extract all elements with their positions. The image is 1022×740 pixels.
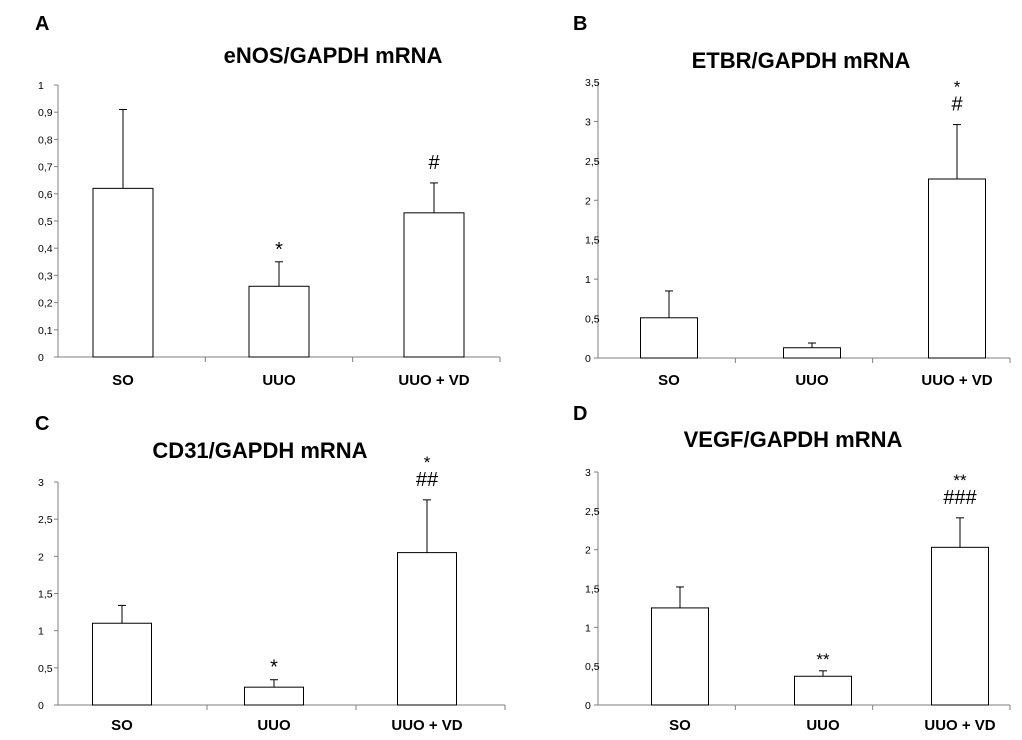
y-tick-label: 0,5 — [585, 661, 600, 673]
significance-annotation: # — [428, 152, 440, 174]
panel-letter: B — [573, 13, 587, 35]
chart-title: CD31/GAPDH mRNA — [152, 438, 367, 463]
y-tick-label: 1 — [38, 626, 44, 638]
chart-panel-b: B ETBR/GAPDH mRNA 0 0,5 1 1,5 2 2,5 3 3,5 SO UUO UUO… — [573, 13, 1011, 389]
x-tick-label: UUO — [806, 717, 840, 734]
significance-annotation: ** — [953, 471, 967, 490]
y-tick-label: 1,5 — [585, 235, 600, 247]
chart-title: VEGF/GAPDH mRNA — [684, 427, 903, 452]
y-tick-label: 0,3 — [38, 270, 53, 282]
panel-letter: D — [573, 403, 587, 425]
y-tick-label: 2 — [585, 195, 591, 207]
x-tick-label: SO — [658, 372, 680, 389]
bar — [92, 187, 154, 358]
y-tick-label: 0 — [585, 700, 591, 712]
panel-letter: A — [35, 13, 49, 35]
bar — [244, 686, 304, 706]
y-tick-label: 0 — [38, 700, 44, 712]
significance-annotation: ### — [943, 487, 977, 509]
bar — [248, 285, 310, 358]
bar — [783, 347, 841, 359]
y-tick-label: 0 — [38, 352, 44, 364]
y-tick-label: 3 — [585, 467, 591, 479]
x-tick-label: SO — [112, 372, 134, 389]
bar — [931, 546, 989, 706]
bar — [651, 607, 709, 706]
significance-annotation: * — [424, 453, 431, 472]
y-tick-label: 0,4 — [38, 243, 53, 255]
y-tick-label: 1 — [585, 622, 591, 634]
y-tick-label: 1,5 — [38, 589, 53, 601]
bar — [794, 675, 852, 706]
y-tick-label: 3 — [38, 477, 44, 489]
bar — [928, 178, 986, 359]
y-tick-label: 1 — [38, 80, 44, 92]
bar — [640, 317, 698, 359]
y-tick-label: 0,1 — [38, 325, 53, 337]
x-tick-label: UUO — [262, 372, 296, 389]
x-tick-label: SO — [669, 717, 691, 734]
x-tick-label: UUO — [795, 372, 829, 389]
significance-annotation: * — [275, 239, 283, 261]
bar — [92, 622, 152, 706]
y-tick-label: 3,5 — [585, 77, 600, 89]
y-tick-label: 1,5 — [585, 584, 600, 596]
chart-title: eNOS/GAPDH mRNA — [224, 43, 443, 68]
y-tick-label: 0,7 — [38, 162, 53, 174]
y-tick-label: 2 — [585, 545, 591, 557]
y-tick-label: 2,5 — [585, 156, 600, 168]
x-tick-label: UUO + VD — [924, 717, 995, 734]
significance-annotation: ** — [816, 650, 830, 669]
x-tick-label: UUO + VD — [921, 372, 992, 389]
significance-annotation: * — [954, 78, 961, 97]
y-tick-label: 0,2 — [38, 298, 53, 310]
panel-letter: C — [35, 413, 49, 435]
significance-annotation: # — [951, 94, 963, 116]
y-tick-label: 2 — [38, 551, 44, 563]
y-tick-label: 0,5 — [38, 663, 53, 675]
chart-panel-d: D VEGF/GAPDH mRNA 0 0,5 1 1,5 2 2,5 3 SO UUO ** UUO … — [573, 403, 1011, 734]
y-tick-label: 0,8 — [38, 134, 53, 146]
y-tick-label: 0 — [585, 353, 591, 365]
bar — [397, 552, 457, 706]
significance-annotation: ## — [416, 469, 439, 491]
y-tick-label: 1 — [585, 274, 591, 286]
y-tick-label: 2,5 — [38, 514, 53, 526]
y-tick-label: 0,5 — [38, 216, 53, 228]
chart-title: ETBR/GAPDH mRNA — [692, 48, 911, 73]
x-tick-label: UUO + VD — [391, 717, 462, 734]
y-tick-label: 3 — [585, 116, 591, 128]
chart-panel-c: C CD31/GAPDH mRNA 0 0,5 1 1,5 2 2,5 3 SO UUO * UUO +… — [35, 413, 506, 734]
x-tick-label: SO — [111, 717, 133, 734]
y-tick-label: 2,5 — [585, 506, 600, 518]
y-tick-label: 0,9 — [38, 107, 53, 119]
bar — [403, 212, 465, 358]
x-tick-label: UUO + VD — [398, 372, 469, 389]
y-tick-label: 0,6 — [38, 189, 53, 201]
significance-annotation: * — [270, 657, 278, 679]
x-tick-label: UUO — [257, 717, 291, 734]
y-tick-label: 0,5 — [585, 314, 600, 326]
